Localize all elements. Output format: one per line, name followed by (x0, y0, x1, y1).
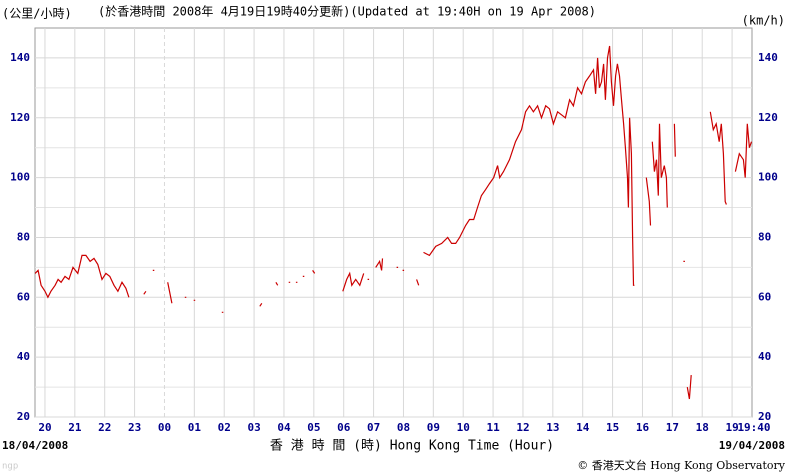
chart-title: (於香港時間 2008年 4月19日19時40分更新)(Updated at 1… (98, 4, 596, 19)
x-tick-label: 19:40 (737, 421, 770, 434)
y-tick-label: 80 (17, 230, 30, 243)
x-tick-label: 17 (666, 421, 679, 434)
y-axis-title: (公里/小時) (2, 7, 72, 21)
y-tick-label: 60 (17, 290, 30, 303)
y-tick-label: 20 (17, 410, 30, 423)
x-tick-label: 12 (516, 421, 529, 434)
x-tick-label: 23 (128, 421, 141, 434)
y2-tick-label: 20 (758, 410, 771, 423)
y-tick-label: 120 (10, 111, 30, 124)
x-tick-label: 15 (606, 421, 619, 434)
x-tick-label: 04 (277, 421, 291, 434)
x-tick-label: 08 (397, 421, 410, 434)
plot-frame (34, 27, 753, 418)
y2-tick-label: 120 (758, 111, 778, 124)
x-axis-title: 香 港 時 間 (時) Hong Kong Time (Hour) (270, 439, 554, 454)
y2-tick-label: 100 (758, 171, 778, 184)
y2-tick-label: 140 (758, 51, 778, 64)
wind-line (34, 45, 753, 400)
end-date: 19/04/2008 (719, 439, 785, 452)
y2-tick-label: 80 (758, 230, 771, 243)
x-tick-label: 14 (576, 421, 590, 434)
x-tick-label: 05 (307, 421, 320, 434)
x-tick-label: 09 (427, 421, 440, 434)
station-code: ngp (2, 462, 18, 472)
x-tick-label: 21 (68, 421, 82, 434)
y-tick-label: 100 (10, 171, 30, 184)
x-tick-label: 18 (696, 421, 709, 434)
x-tick-label: 16 (636, 421, 650, 434)
x-tick-label: 07 (367, 421, 380, 434)
y-tick-label: 40 (17, 350, 30, 363)
x-tick-label: 19 (725, 421, 738, 434)
y2-tick-label: 60 (758, 290, 771, 303)
y2-tick-label: 40 (758, 350, 771, 363)
y2-axis-title: (km/h) (742, 14, 785, 28)
x-tick-label: 10 (457, 421, 470, 434)
x-tick-label: 02 (218, 421, 231, 434)
credit: © 香港天文台 Hong Kong Observatory (577, 458, 786, 472)
x-tick-label: 22 (98, 421, 111, 434)
x-tick-label: 13 (546, 421, 559, 434)
x-tick-label: 00 (158, 421, 171, 434)
y-tick-label: 140 (10, 51, 30, 64)
x-tick-label: 11 (486, 421, 500, 434)
x-tick-label: 20 (38, 421, 51, 434)
start-date: 18/04/2008 (2, 439, 68, 452)
x-tick-label: 06 (337, 421, 351, 434)
x-tick-label: 01 (188, 421, 202, 434)
x-tick-label: 03 (247, 421, 260, 434)
